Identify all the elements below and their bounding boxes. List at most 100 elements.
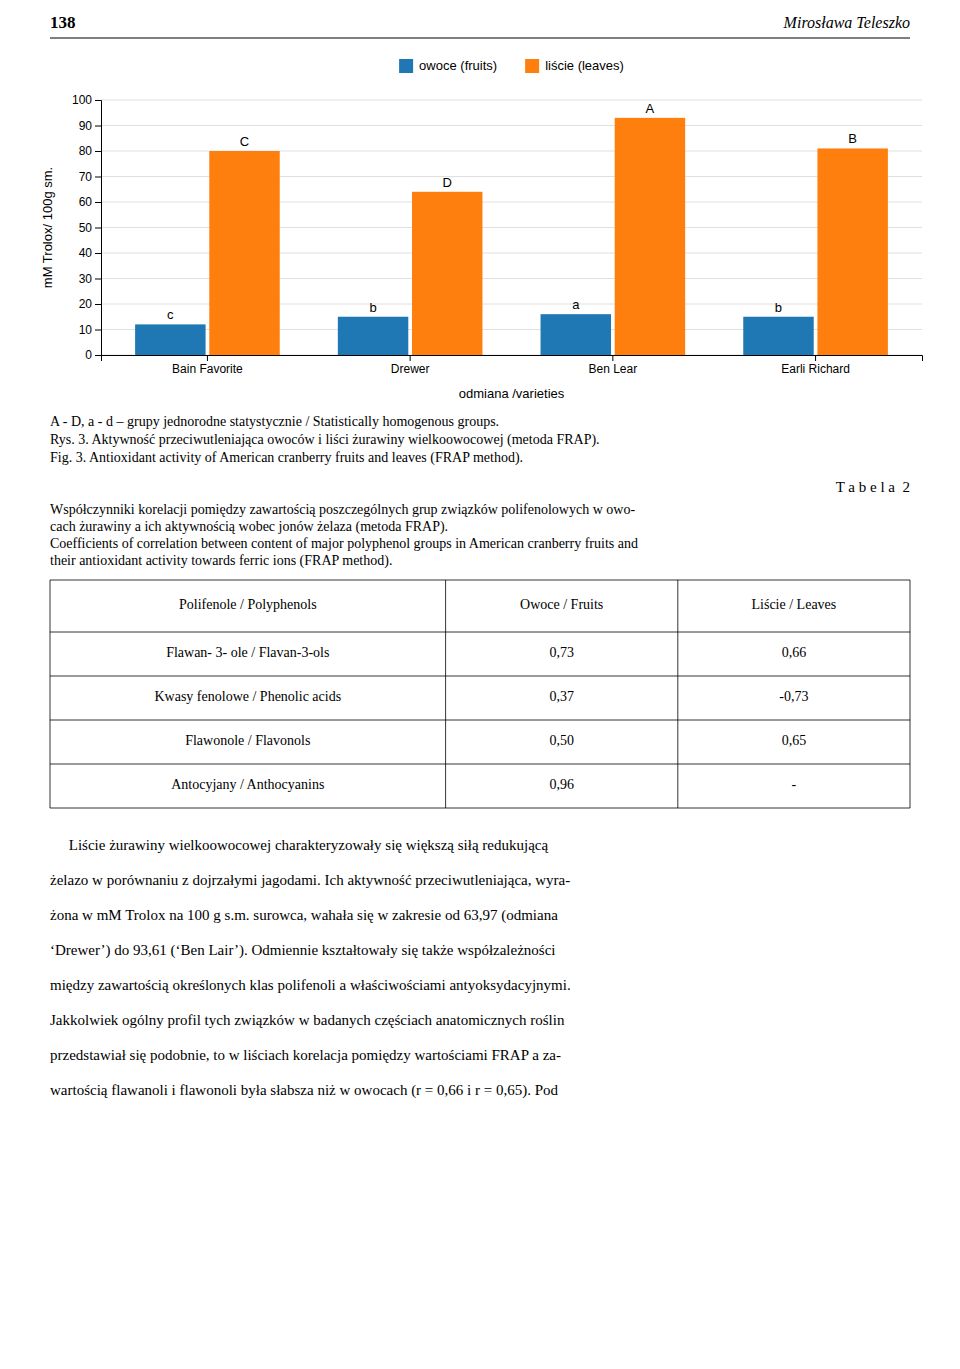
x-tick-label: Drewer bbox=[391, 362, 430, 376]
x-tick: Drewer bbox=[391, 355, 430, 376]
bar-annotations: cbabCDAB bbox=[167, 101, 857, 323]
bar bbox=[209, 151, 279, 355]
table-cell: 0,65 bbox=[782, 733, 807, 748]
table-caption-line: cach żurawiny a ich aktywnością wobec jo… bbox=[50, 519, 448, 535]
x-axis-line bbox=[102, 356, 923, 362]
figure-caption: Rys. 3. Aktywność przeciwutleniająca owo… bbox=[50, 432, 600, 448]
bar bbox=[541, 314, 611, 355]
table-header: Polifenole / Polyphenols bbox=[179, 597, 317, 612]
table-cell: 0,37 bbox=[549, 689, 574, 704]
y-axis: 0102030405060708090100 bbox=[72, 93, 102, 362]
x-tick-label: Bain Favorite bbox=[172, 362, 243, 376]
table-cell: - bbox=[792, 777, 797, 792]
y-tick-label: 10 bbox=[79, 323, 93, 337]
bar-annotation: C bbox=[240, 134, 249, 149]
y-tick-mark bbox=[95, 330, 101, 331]
y-tick: 70 bbox=[79, 170, 101, 184]
y-tick: 0 bbox=[85, 348, 101, 362]
table-caption: T a b e l a 2 bbox=[836, 479, 910, 495]
legend-label: liście (leaves) bbox=[545, 58, 624, 73]
y-tick: 60 bbox=[79, 195, 101, 209]
y-tick-mark bbox=[95, 228, 101, 229]
author: Mirosława Teleszko bbox=[783, 14, 910, 31]
y-tick-mark bbox=[95, 151, 101, 152]
table-caption-line: Współczynniki korelacji pomiędzy zawarto… bbox=[50, 502, 635, 517]
page: 138Mirosława TeleszkocbabCDAB01020304050… bbox=[0, 0, 960, 1369]
body-text-line: ‘Drewer’) do 93,61 (‘Ben Lair’). Odmienn… bbox=[50, 942, 556, 959]
table-rule bbox=[677, 580, 678, 808]
y-tick: 30 bbox=[79, 272, 101, 286]
x-tick: Earli Richard bbox=[781, 355, 850, 376]
legend-swatch bbox=[525, 59, 539, 73]
legend: owoce (fruits) liście (leaves) bbox=[399, 58, 624, 73]
table-cell: 0,66 bbox=[782, 645, 807, 660]
table-caption-line: their antioxidant activity towards ferri… bbox=[50, 553, 392, 569]
bar bbox=[338, 317, 408, 355]
y-tick: 10 bbox=[79, 323, 101, 337]
stat-note: A - D, a - d – grupy jednorodne statysty… bbox=[50, 414, 499, 429]
table-cell: -0,73 bbox=[779, 689, 808, 704]
table-cell: Kwasy fenolowe / Phenolic acids bbox=[154, 689, 341, 704]
body-text-line: żelazo w porównaniu z dojrzałymi jagodam… bbox=[50, 872, 570, 888]
body-text-line: Jakkolwiek ogólny profil tych związków w… bbox=[50, 1012, 565, 1028]
y-axis-title: mM Trolox/ 100g sm. bbox=[40, 167, 55, 288]
y-tick-label: 70 bbox=[79, 170, 93, 184]
y-tick-label: 50 bbox=[79, 221, 93, 235]
legend-swatch bbox=[399, 59, 413, 73]
bar bbox=[412, 192, 482, 355]
y-tick-label: 90 bbox=[79, 119, 93, 133]
y-tick-mark bbox=[95, 253, 101, 254]
legend-item: owoce (fruits) bbox=[399, 58, 497, 73]
x-tick: Bain Favorite bbox=[172, 355, 243, 376]
table-rule bbox=[50, 676, 910, 677]
bar bbox=[615, 118, 685, 355]
y-axis-line bbox=[95, 101, 102, 356]
x-axis: Bain Favorite Drewer Ben Lear Earli Richard bbox=[102, 355, 923, 376]
x-axis-title: odmiana /varieties bbox=[459, 386, 565, 401]
bar bbox=[135, 324, 205, 355]
body-text-line: Liście żurawiny wielkoowocowej charakter… bbox=[50, 837, 548, 853]
y-tick: 40 bbox=[79, 246, 101, 260]
table-cell: Antocyjany / Anthocyanins bbox=[171, 777, 324, 792]
grid bbox=[101, 100, 922, 355]
table-header: Owoce / Fruits bbox=[520, 597, 603, 612]
series-bars bbox=[209, 118, 888, 355]
y-tick-mark bbox=[95, 126, 101, 127]
grid-line bbox=[101, 100, 922, 101]
bar-annotation: B bbox=[848, 131, 857, 146]
bar-annotation: b bbox=[369, 300, 376, 315]
y-tick-label: 40 bbox=[79, 246, 93, 260]
bar bbox=[743, 317, 813, 355]
table-rule bbox=[445, 580, 446, 808]
table-cell: Flawan- 3- ole / Flavan-3-ols bbox=[166, 645, 329, 660]
bars bbox=[135, 118, 888, 355]
table-cell: 0,50 bbox=[549, 733, 574, 748]
bar-annotation: a bbox=[572, 297, 580, 312]
y-tick-mark bbox=[95, 355, 101, 356]
x-tick-label: Earli Richard bbox=[781, 362, 850, 376]
table-rule bbox=[50, 764, 910, 765]
y-tick: 80 bbox=[79, 144, 101, 158]
y-tick-label: 80 bbox=[79, 144, 93, 158]
body-text-line: przedstawiał się podobnie, to w liściach… bbox=[50, 1047, 561, 1063]
x-tick-label: Ben Lear bbox=[589, 362, 638, 376]
table: Polifenole / PolyphenolsOwoce / FruitsLi… bbox=[50, 580, 910, 808]
table-rule bbox=[50, 580, 51, 808]
table-cell: Flawonole / Flavonols bbox=[185, 733, 310, 748]
body-text-line: między zawartością określonych klas poli… bbox=[50, 977, 571, 993]
table-rule bbox=[50, 808, 910, 809]
bar bbox=[817, 148, 887, 355]
table-cell: 0,73 bbox=[549, 645, 574, 660]
x-tick-mark bbox=[207, 355, 208, 361]
body-text-line: wartością flawanoli i flawonoli była sła… bbox=[50, 1082, 559, 1099]
legend-item: liście (leaves) bbox=[525, 58, 624, 73]
bar-annotation: c bbox=[167, 307, 174, 322]
table-caption-line: Coefficients of correlation between cont… bbox=[50, 536, 638, 551]
y-tick-label: 60 bbox=[79, 195, 93, 209]
y-tick-mark bbox=[95, 100, 101, 101]
bar-annotation: D bbox=[443, 175, 452, 190]
chart: cbabCDAB0102030405060708090100Bain Favor… bbox=[40, 58, 923, 401]
y-tick: 100 bbox=[72, 93, 101, 107]
grid-line bbox=[101, 125, 922, 126]
y-tick-mark bbox=[95, 202, 101, 203]
